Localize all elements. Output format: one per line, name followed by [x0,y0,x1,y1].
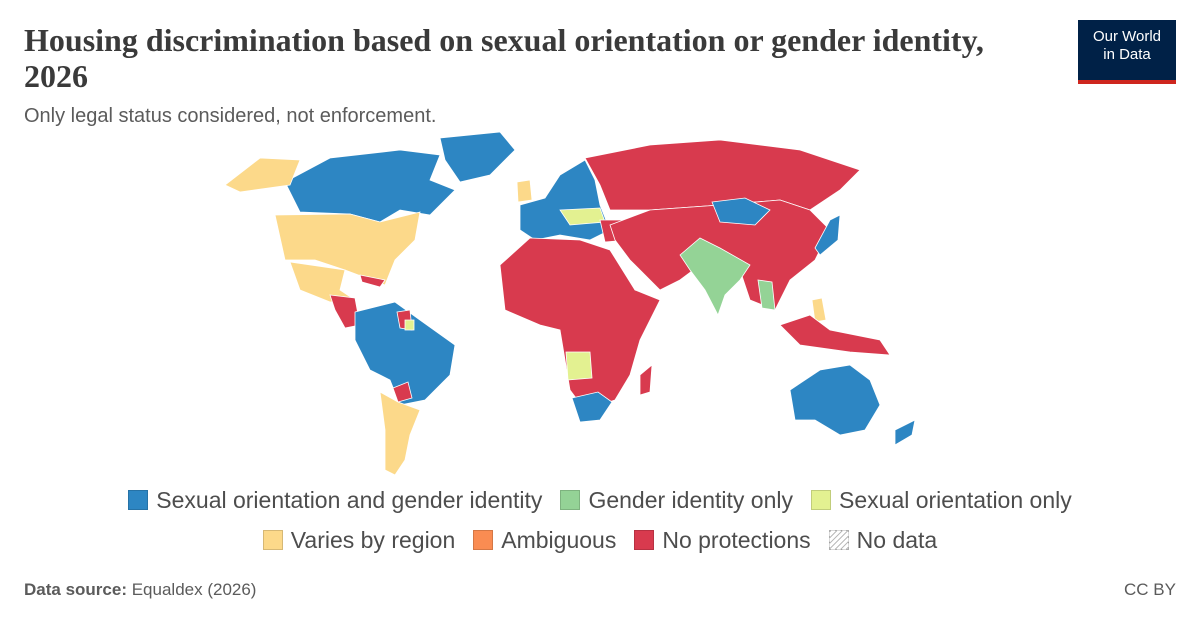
region [639,364,653,396]
legend-item[interactable]: No protections [634,526,811,553]
world-map [224,131,916,476]
region [894,419,916,446]
legend-label: No protections [662,526,811,553]
legend-label: No data [856,526,938,553]
footer: Data source: Equaldex (2026) [24,580,256,600]
legend-swatch [634,530,655,550]
legend-swatch [262,530,283,550]
legend-label: Sexual orientation and gender identity [156,486,543,513]
region [814,214,841,256]
region [757,279,776,311]
legend-label: Varies by region [290,526,456,553]
region [711,197,771,226]
legend-swatch [811,490,832,510]
legend-item[interactable]: No data [828,526,938,553]
subtitle: Only legal status considered, not enforc… [24,105,437,127]
region [392,381,413,403]
legend-swatch [560,490,581,510]
legend-label: Ambiguous [501,526,617,553]
logo-text: Our World [1092,28,1162,45]
logo-text: in Data [1103,46,1151,63]
legend-item[interactable]: Ambiguous [473,526,617,553]
legend-swatch [128,490,149,510]
region [354,301,456,406]
region [679,237,751,317]
region [284,149,456,223]
region [329,294,361,329]
logo[interactable]: Our World in Data [1078,20,1176,84]
legend-item[interactable]: Gender identity only [560,486,794,513]
source-label: Data source: [24,580,127,599]
legend-item[interactable]: Sexual orientation and gender identity [128,486,543,513]
region [224,157,301,193]
region [789,364,881,436]
region [379,391,421,476]
legend-label: Gender identity only [588,486,794,513]
region [565,351,593,381]
region [779,314,891,356]
legend-swatch [828,530,849,550]
title: Housing discrimination based on sexual o… [24,22,984,94]
legend-label: Sexual orientation only [839,486,1072,513]
source: Equaldex (2026) [131,580,257,599]
region [811,297,827,323]
region [571,391,613,423]
legend: Sexual orientation and gender identity Ge… [40,486,1160,553]
region [584,139,861,211]
region [499,237,661,411]
license[interactable]: CC BY [1124,580,1176,599]
region [359,274,386,288]
legend-swatch [473,530,494,550]
region [274,211,421,286]
region [516,179,533,203]
legend-item[interactable]: Varies by region [262,526,456,553]
region [439,131,516,183]
legend-item[interactable]: Sexual orientation only [811,486,1072,513]
region [404,319,415,331]
